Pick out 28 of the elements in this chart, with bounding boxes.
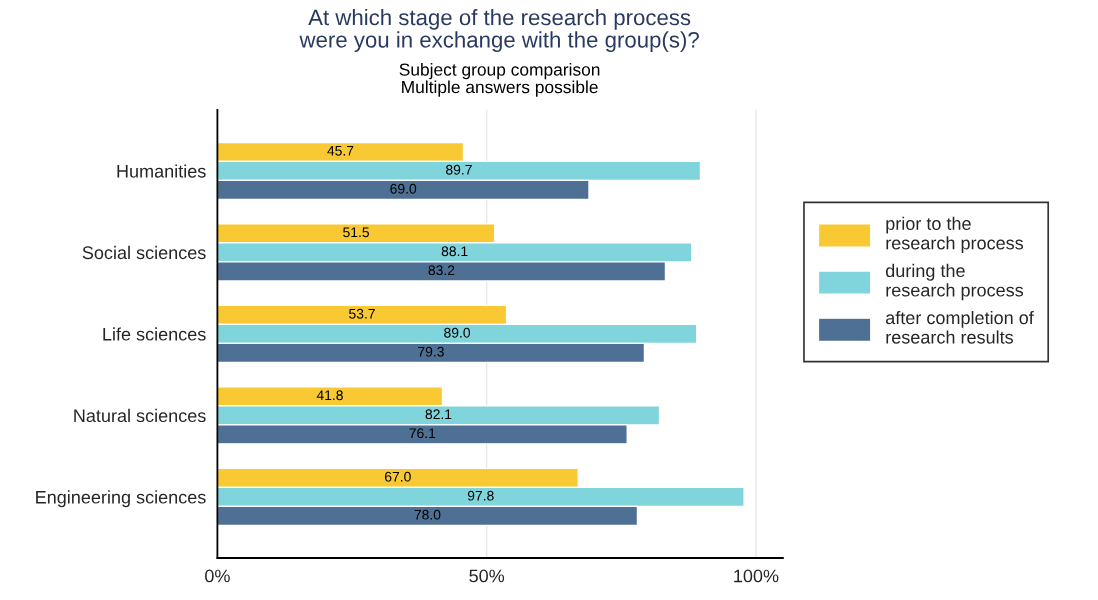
data-label: 89.7 [446,164,472,175]
legend-label: after completion of research results [886,310,1034,344]
data-label: 51.5 [343,227,370,238]
data-label: 76.1 [409,428,436,439]
data-label: 45.7 [327,145,354,156]
data-label: 79.3 [418,346,444,357]
data-label: 88.1 [441,246,468,257]
data-label: 53.7 [349,308,375,319]
chart-subtitle: Subject group comparison Multiple answers possible [399,63,600,97]
y-tick-label: Humanities [117,164,206,178]
legend-label: during the research process [885,263,1024,301]
x-tick-label: 50% [469,569,505,583]
y-tick-label: Engineering sciences [36,490,206,508]
data-label: 97.8 [467,490,494,501]
data-label: 78.0 [414,509,441,520]
y-tick-label: Life sciences [103,327,206,341]
y-tick-label: Natural sciences [74,408,206,423]
data-label: 82.1 [425,409,452,420]
data-label: 69.0 [390,183,417,194]
x-tick-label: 100% [734,569,779,583]
x-tick-label: 0% [205,569,230,583]
data-label: 41.8 [316,390,343,401]
data-label: 83.2 [428,265,455,276]
legend-label: prior to the research process [886,216,1024,254]
y-tick-label: Social sciences [82,245,206,260]
chart-title: At which stage of the research process were you in exchange with the group(s)? [299,9,699,53]
data-label: 89.0 [444,327,471,338]
data-label: 67.0 [385,471,411,482]
